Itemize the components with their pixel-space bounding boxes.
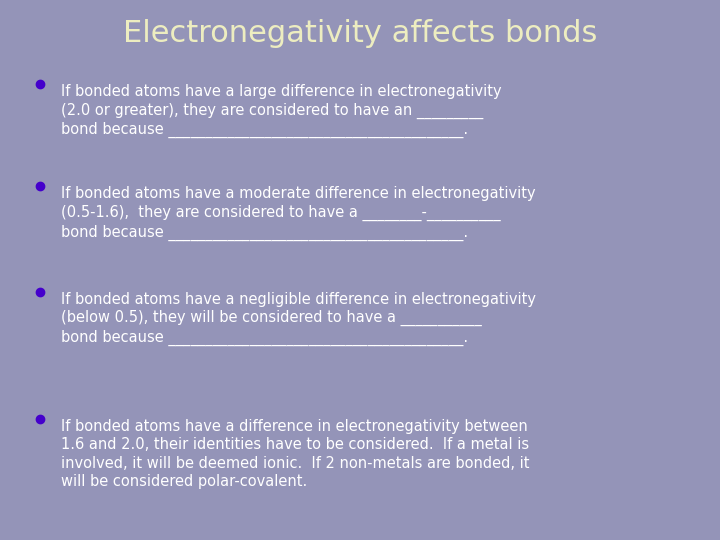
Text: If bonded atoms have a difference in electronegativity between
1.6 and 2.0, thei: If bonded atoms have a difference in ele… [61,418,530,489]
Text: Electronegativity affects bonds: Electronegativity affects bonds [123,19,597,48]
Text: If bonded atoms have a large difference in electronegativity
(2.0 or greater), t: If bonded atoms have a large difference … [61,84,502,138]
Text: If bonded atoms have a negligible difference in electronegativity
(below 0.5), t: If bonded atoms have a negligible differ… [61,292,536,346]
Text: If bonded atoms have a moderate difference in electronegativity
(0.5-1.6),  they: If bonded atoms have a moderate differen… [61,186,536,241]
